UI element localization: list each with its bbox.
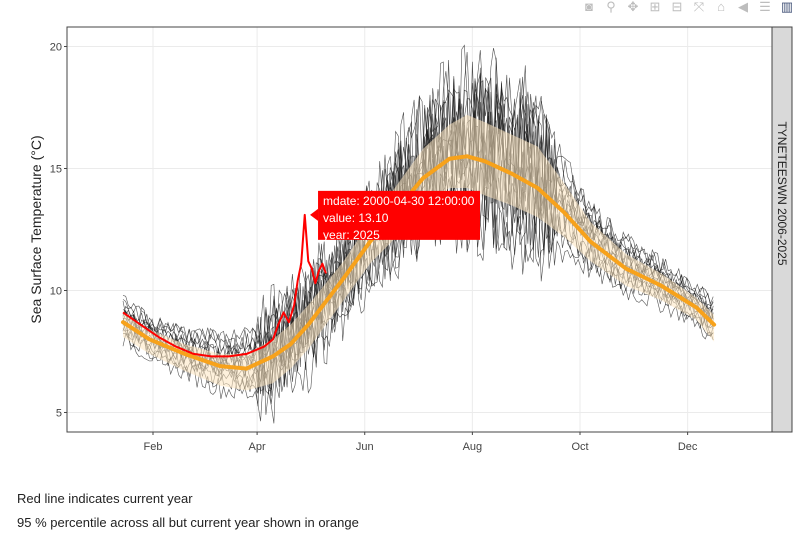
x-tick-label: Feb <box>144 441 163 453</box>
historic-year-line <box>122 57 714 351</box>
chart: TYNETEESWN 2006-2025 5 10 15 20 Feb Apr Jun Aug O… <box>28 26 793 453</box>
modebar: ◙ ⚲ ✥ ⊞ ⊟ ⤧ ⌂ ◀ ☰ ▥ <box>580 0 796 14</box>
percentile-band <box>123 114 715 391</box>
tooltip-line1: mdate: 2000-04-30 12:00:00 <box>323 194 475 208</box>
y-tick-label: 15 <box>50 164 62 176</box>
historic-year-line <box>122 44 714 352</box>
tooltip-pointer <box>310 208 319 221</box>
y-tick-label: 10 <box>50 285 62 297</box>
autoscale-icon[interactable]: ⤧ <box>693 0 705 14</box>
x-tick-label: Oct <box>571 441 588 453</box>
tooltip-box <box>318 190 481 240</box>
facet-label: TYNETEESWN 2006-2025 <box>775 121 789 265</box>
historic-year-line <box>122 50 714 361</box>
pan-icon[interactable]: ✥ <box>627 0 639 14</box>
spike-lines-icon[interactable]: ◀ <box>738 0 748 14</box>
y-tick-label: 20 <box>50 42 62 54</box>
current-year-line[interactable] <box>122 213 327 358</box>
x-tick-label: Apr <box>249 441 266 453</box>
zoom-in-icon[interactable]: ⊞ <box>649 0 661 14</box>
hover-tooltip: mdate: 2000-04-30 12:00:00 value: 13.10 ye… <box>310 190 481 242</box>
zoom-out-icon[interactable]: ⊟ <box>671 0 683 14</box>
camera-icon[interactable]: ◙ <box>585 0 593 14</box>
tooltip-line3: year: 2025 <box>323 228 380 242</box>
caption-current-year: Red line indicates current year <box>17 491 193 506</box>
home-icon[interactable]: ⌂ <box>717 0 725 14</box>
caption-percentile: 95 % percentile across all but current y… <box>17 515 359 530</box>
zoom-icon[interactable]: ⚲ <box>606 0 616 14</box>
percentile-median-line <box>121 154 717 371</box>
x-tick-label: Dec <box>678 441 698 453</box>
compare-icon[interactable]: ☰ <box>759 0 771 14</box>
x-tick-label: Jun <box>356 441 374 453</box>
historic-year-line <box>122 150 714 424</box>
tooltip-line2: value: 13.10 <box>323 211 389 225</box>
x-tick-label: Aug <box>463 441 483 453</box>
y-axis-title: Sea Surface Temperature (°C) <box>28 135 44 323</box>
y-tick-label: 5 <box>56 407 62 419</box>
facet-strip <box>771 26 793 433</box>
plotly-logo-icon[interactable]: ▥ <box>780 0 794 14</box>
